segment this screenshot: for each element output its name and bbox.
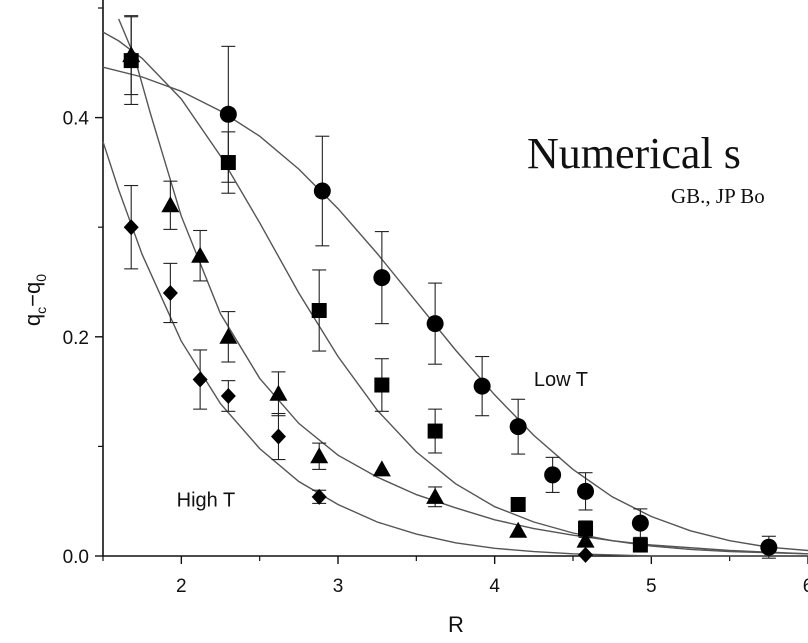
diamond-marker: [311, 488, 327, 505]
circle-marker: [631, 514, 649, 532]
square-marker: [311, 302, 327, 318]
fit-curve-square: [102, 31, 808, 555]
fit-curves: [102, 18, 808, 557]
square-marker: [374, 377, 390, 393]
diamond-marker: [192, 371, 208, 388]
triangle-marker: [219, 327, 238, 344]
annotations: Low T High T: [177, 369, 588, 512]
y-tick-label: 0.0: [63, 547, 89, 568]
triangle-marker: [372, 460, 391, 477]
x-axis-label: R: [448, 612, 464, 637]
x-tick-label: 5: [646, 576, 657, 597]
triangle-marker: [509, 521, 528, 538]
triangle-marker: [576, 531, 595, 548]
annotation-high-t: High T: [177, 490, 236, 512]
fit-curve-diamond: [102, 141, 808, 557]
overlay-subtitle: GB., JP Bo: [671, 184, 765, 208]
circle-marker: [313, 182, 331, 200]
y-tick-label: 0.2: [63, 328, 89, 349]
triangle-marker: [269, 384, 288, 401]
circle-marker: [544, 466, 562, 484]
y-label-q2: q: [20, 282, 45, 294]
y-label-q: q: [20, 314, 45, 326]
circle-marker: [577, 482, 595, 500]
x-tick-label: 4: [489, 576, 500, 597]
y-label-sub-c: c: [33, 307, 49, 314]
diamond-marker: [162, 284, 178, 301]
square-marker: [578, 521, 594, 537]
circle-marker: [509, 418, 527, 436]
error-bars: [124, 15, 776, 559]
diamond-marker: [220, 387, 236, 404]
circle-marker: [219, 105, 237, 123]
diamond-marker: [123, 219, 139, 236]
y-label-sub-0: 0: [33, 274, 49, 282]
triangle-marker: [191, 246, 210, 263]
annotation-low-t: Low T: [534, 369, 588, 391]
square-marker: [427, 423, 443, 439]
triangle-marker: [310, 447, 329, 464]
x-tick-label: 2: [176, 576, 187, 597]
diamond-marker: [270, 428, 286, 445]
circle-marker: [373, 269, 391, 287]
square-marker: [632, 537, 648, 553]
fit-curve-triangle: [118, 18, 808, 555]
square-marker: [220, 155, 236, 171]
y-tick-label: 0.4: [63, 109, 90, 130]
data-markers: [122, 46, 778, 563]
fit-curve-circle: [102, 66, 808, 552]
axis-labels: R qc−q0: [20, 274, 464, 637]
triangle-marker: [426, 487, 445, 504]
y-axis-label: qc−q0: [20, 274, 49, 326]
circle-marker: [760, 538, 778, 556]
x-tick-label: 6: [803, 576, 808, 597]
triangle-marker: [122, 46, 141, 63]
square-marker: [510, 496, 526, 512]
x-tick-label: 3: [333, 576, 344, 597]
circle-marker: [473, 377, 491, 395]
overlay-title: Numerical s: [527, 129, 741, 178]
y-label-minus: −: [20, 294, 45, 307]
triangle-marker: [161, 196, 180, 213]
axes: 2 3 4 5 6 0.0 0.2 0.4: [63, 0, 808, 597]
circle-marker: [426, 315, 444, 333]
diamond-marker: [578, 546, 594, 563]
